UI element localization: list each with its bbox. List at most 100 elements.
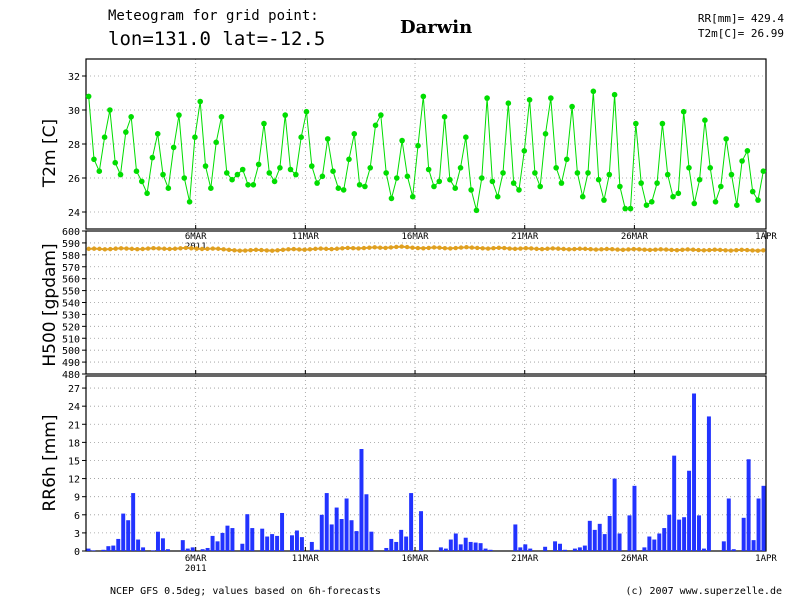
- t2m-point: [404, 173, 411, 180]
- rr6h-bar: [438, 547, 443, 551]
- h500-point: [340, 246, 345, 251]
- rr6h-bar: [672, 455, 677, 551]
- t2m-point: [330, 168, 336, 174]
- h500-point: [291, 246, 296, 252]
- h500-point: [286, 247, 291, 252]
- rr6h-bar: [220, 532, 225, 551]
- t2m-point: [744, 148, 751, 154]
- rr6h-bar: [389, 538, 394, 551]
- t2m-point: [585, 170, 591, 176]
- h500-point: [653, 247, 658, 252]
- h500-point: [496, 245, 502, 251]
- h500-point: [577, 246, 583, 251]
- h500-point: [129, 246, 135, 252]
- x-tick-label: 26MAR: [621, 554, 649, 564]
- t2m-point: [648, 199, 655, 205]
- t2m-point: [409, 193, 416, 200]
- rr6h-bar: [523, 544, 528, 551]
- rr6h-bar: [726, 498, 731, 551]
- t2m-point: [712, 199, 719, 205]
- h500-point: [302, 247, 307, 252]
- t2m-point: [468, 187, 474, 193]
- t2m-point: [362, 183, 368, 190]
- rr6h-bar: [215, 541, 220, 551]
- h500-point: [566, 247, 572, 252]
- t2m-point: [149, 154, 156, 161]
- t2m-point: [516, 187, 522, 193]
- t2m-series-line: [88, 91, 764, 211]
- h500-point: [680, 247, 685, 253]
- y-tick-label: 510: [62, 334, 80, 345]
- rr6h-bar: [136, 539, 141, 551]
- t2m-point: [223, 170, 230, 176]
- rr6h-bar: [294, 530, 299, 551]
- t2m-point: [569, 103, 575, 110]
- t2m-point: [356, 182, 363, 188]
- t2m-point: [239, 166, 246, 173]
- h500-point: [642, 247, 647, 252]
- h500-point: [275, 248, 280, 253]
- rr6h-bar: [448, 539, 453, 551]
- h500-point: [674, 247, 680, 253]
- station-name: Darwin: [400, 17, 472, 38]
- header-line1: Meteogram for grid point:: [108, 8, 319, 24]
- h500-point: [135, 247, 140, 252]
- t2m-point: [186, 199, 193, 205]
- t2m-point: [521, 148, 528, 154]
- rr6h-bar: [562, 549, 567, 551]
- t2m-point: [484, 95, 490, 101]
- y-tick-label: 530: [62, 310, 80, 321]
- rr6h-bar: [701, 548, 706, 551]
- rr6h-bar: [692, 393, 697, 551]
- h500-point: [669, 247, 674, 253]
- rr6h-bar: [86, 548, 91, 551]
- h500-point: [761, 248, 766, 253]
- t2m-point: [324, 136, 331, 142]
- t2m-point: [255, 161, 262, 168]
- rr6h-bar: [121, 513, 126, 551]
- t2m-point: [707, 165, 714, 171]
- rr6h-bar: [334, 507, 339, 551]
- rr6h-bar: [543, 546, 548, 551]
- t2m-point: [202, 163, 209, 169]
- rr6h-bar: [404, 536, 409, 551]
- y-tick-label: 480: [62, 370, 80, 381]
- h500-point: [194, 246, 199, 251]
- rr6h-bar: [577, 547, 582, 551]
- t2m-point: [234, 171, 241, 178]
- rr6h-bar: [265, 536, 270, 551]
- t2m-point: [346, 156, 352, 163]
- h500-point: [734, 247, 739, 253]
- h500-point: [599, 247, 604, 252]
- t2m-point: [431, 183, 437, 190]
- t2m-point: [447, 176, 453, 183]
- rr6h-bar: [106, 546, 111, 551]
- t2m-point: [733, 202, 740, 208]
- h500-point: [253, 247, 259, 253]
- t2m-point: [659, 120, 666, 127]
- h500-point: [221, 247, 226, 252]
- t2m-point: [537, 183, 544, 190]
- t2m-point: [213, 139, 219, 146]
- rr6h-bar: [339, 519, 344, 551]
- h500-point: [448, 246, 453, 251]
- x-tick-label: 16MAR: [401, 232, 429, 242]
- h500-point: [426, 245, 431, 251]
- t2m-point: [314, 180, 320, 186]
- t2m-point: [367, 165, 374, 171]
- h500-point: [167, 246, 172, 252]
- rr6h-bar: [245, 514, 250, 551]
- h500-point: [464, 245, 469, 250]
- t2m-point: [383, 170, 389, 176]
- h500-point: [550, 246, 556, 251]
- t2m-point: [680, 108, 687, 115]
- y-tick-label: 0: [74, 547, 80, 558]
- t2m-point: [261, 120, 267, 127]
- h500-point: [108, 246, 113, 252]
- rr-total: RR[mm]= 429.4: [698, 12, 784, 25]
- t2m-point: [563, 156, 570, 163]
- h500-point: [361, 245, 367, 251]
- rr6h-bar: [260, 528, 265, 551]
- rr6h-bar: [240, 543, 245, 551]
